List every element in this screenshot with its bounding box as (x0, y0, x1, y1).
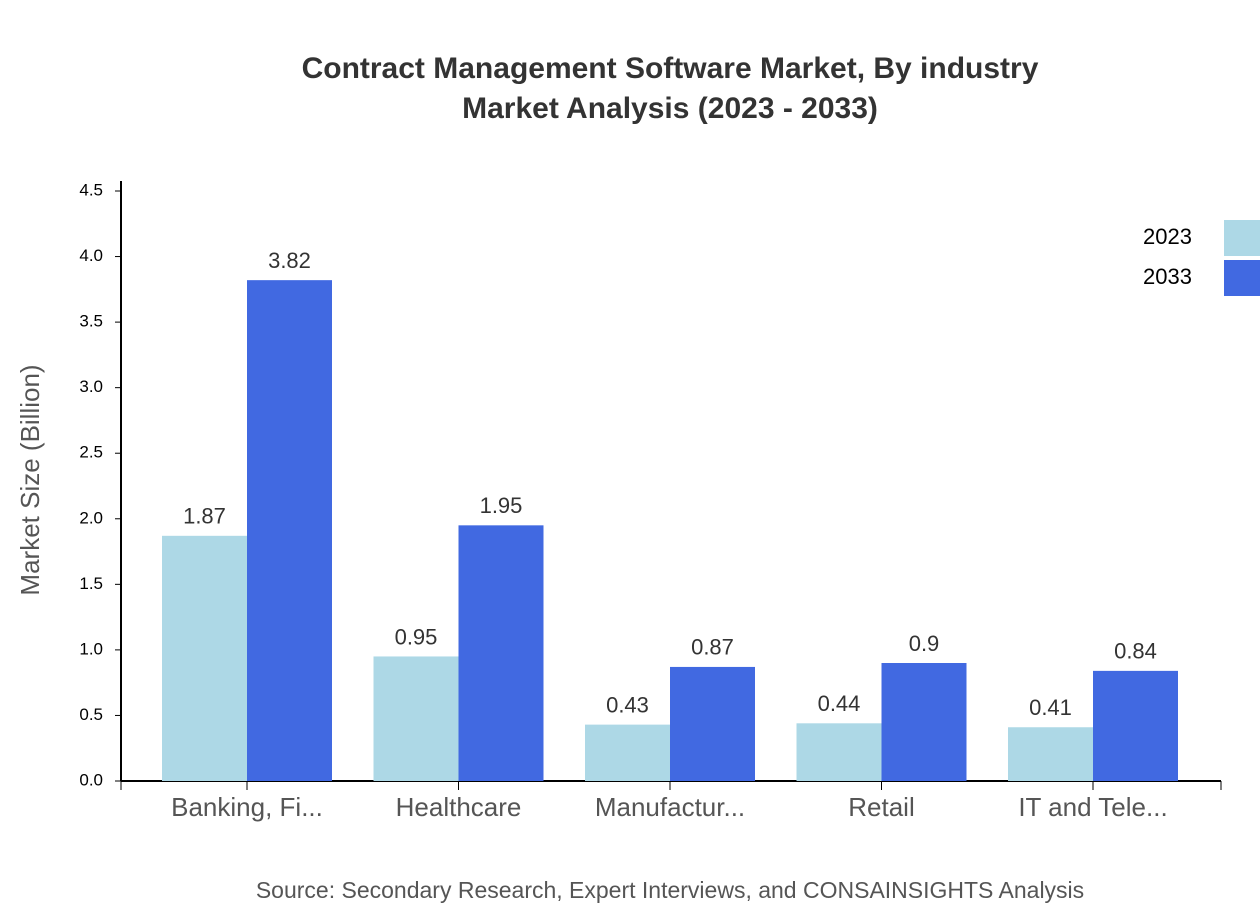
value-label: 3.82 (268, 248, 311, 273)
bar (796, 723, 882, 781)
x-tick-label: IT and Tele... (1018, 792, 1167, 822)
y-tick-label: 4.0 (79, 246, 103, 265)
bar (1093, 670, 1178, 781)
value-label: 0.41 (1029, 695, 1072, 720)
value-label: 0.44 (818, 691, 861, 716)
y-tick-label: 2.5 (79, 443, 103, 462)
y-tick-label: 0.0 (79, 770, 103, 789)
value-label: 0.9 (909, 631, 940, 656)
chart-subtitle: Market Analysis (2023 - 2033) (462, 92, 878, 125)
bar (881, 663, 967, 781)
y-tick-label: 0.5 (79, 705, 103, 724)
value-label: 0.87 (691, 635, 734, 660)
x-tick-label: Banking, Fi... (171, 792, 323, 822)
value-label: 1.87 (183, 504, 226, 529)
source-note: Source: Secondary Research, Expert Inter… (256, 877, 1084, 903)
bar (1008, 727, 1093, 781)
chart-title: Contract Management Software Market, By … (302, 52, 1039, 85)
y-tick-label: 1.0 (79, 639, 103, 658)
value-label: 0.43 (606, 692, 649, 717)
legend-swatch (1224, 260, 1260, 296)
legend-label: 2023 (1143, 224, 1192, 249)
bar (585, 724, 670, 781)
bar (373, 656, 459, 781)
bar (670, 666, 755, 781)
legend-swatch (1224, 220, 1260, 256)
value-label: 0.84 (1114, 639, 1157, 664)
x-tick-label: Healthcare (396, 792, 522, 822)
y-tick-label: 3.5 (79, 312, 103, 331)
y-tick-label: 3.0 (79, 377, 103, 396)
x-tick-label: Manufactur... (595, 792, 745, 822)
bar (162, 535, 247, 781)
legend-label: 2033 (1143, 264, 1192, 289)
y-tick-label: 1.5 (79, 574, 103, 593)
y-tick-label: 4.5 (79, 180, 103, 199)
y-tick-label: 2.0 (79, 508, 103, 527)
bar (247, 280, 332, 781)
y-axis-label: Market Size (Billion) (15, 364, 45, 595)
bar (458, 525, 544, 781)
value-label: 1.95 (480, 493, 523, 518)
x-tick-label: Retail (848, 792, 914, 822)
value-label: 0.95 (395, 624, 438, 649)
